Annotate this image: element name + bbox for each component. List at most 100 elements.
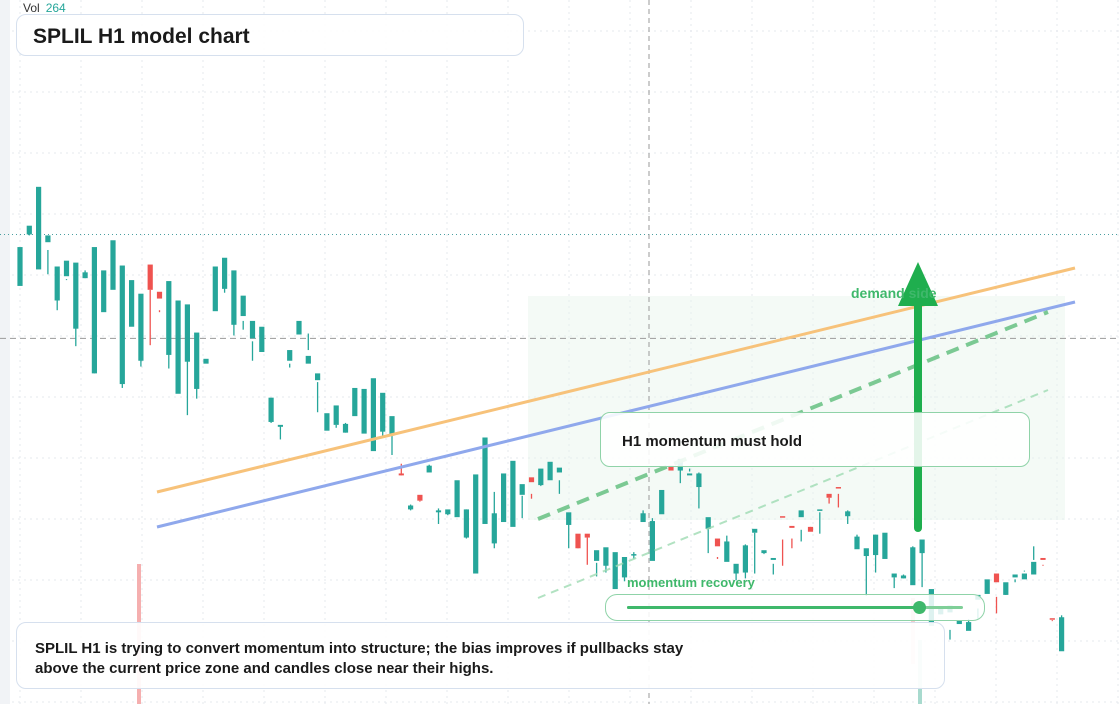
- candle-body: [54, 266, 60, 301]
- candle: [1059, 615, 1065, 652]
- candle-body: [780, 516, 786, 518]
- chart-title: SPLIL H1 model chart: [33, 25, 250, 48]
- candle: [296, 320, 302, 335]
- candle: [287, 350, 293, 368]
- demand-side-label: demand side: [851, 285, 937, 301]
- candle-body: [408, 505, 414, 510]
- candle-body: [603, 547, 609, 566]
- candle-body: [1003, 582, 1009, 595]
- candle-body: [714, 538, 721, 547]
- candle: [547, 461, 553, 481]
- candle-body: [566, 512, 572, 525]
- candle-body: [612, 552, 618, 590]
- candle-body: [491, 513, 497, 544]
- candle-body: [389, 416, 395, 436]
- candle-body: [82, 272, 88, 279]
- candle: [687, 468, 693, 476]
- candle-body: [101, 270, 107, 313]
- candle: [63, 260, 70, 281]
- projection-dashed-faint: [537, 389, 1049, 599]
- candle-body: [817, 509, 823, 511]
- candle: [501, 473, 507, 523]
- candle-body: [249, 320, 256, 339]
- candle-body: [333, 405, 339, 425]
- momentum-track: [627, 601, 963, 614]
- candle: [26, 225, 32, 236]
- candle: [696, 472, 702, 509]
- candle: [361, 388, 367, 434]
- candle: [612, 552, 618, 590]
- candle: [408, 504, 414, 511]
- candle: [259, 326, 265, 352]
- candle: [463, 509, 469, 539]
- candle-body: [501, 473, 507, 523]
- candle: [807, 526, 814, 532]
- candle-body: [119, 265, 125, 385]
- candle: [724, 535, 730, 562]
- analysis-note-card: SPLIL H1 is trying to convert momentum i…: [16, 622, 945, 689]
- demand-arrow-head: [898, 262, 938, 306]
- candle-body: [882, 532, 888, 559]
- candle-body: [1012, 574, 1018, 578]
- volume-readout: Vol 264: [23, 1, 66, 15]
- candle: [324, 413, 330, 431]
- candle: [956, 620, 962, 625]
- candle: [714, 538, 721, 559]
- candle-body: [454, 480, 460, 518]
- candle-body: [863, 548, 869, 557]
- candle: [1031, 546, 1037, 575]
- candle-body: [129, 280, 135, 327]
- candle: [798, 510, 804, 542]
- candle: [575, 533, 581, 549]
- candle-body: [910, 547, 916, 586]
- candle-body: [752, 528, 758, 533]
- candle: [426, 464, 432, 473]
- candle-body: [640, 513, 646, 523]
- candle: [82, 270, 88, 279]
- candle-body: [435, 510, 442, 513]
- candle-body: [993, 573, 1000, 583]
- candle-body: [854, 536, 860, 550]
- chart-title-card: SPLIL H1 model chart: [16, 14, 524, 56]
- candle-body: [342, 423, 349, 433]
- candle-body: [556, 467, 562, 473]
- candle: [380, 392, 386, 437]
- candle-body: [138, 293, 144, 361]
- candle-body: [268, 397, 274, 422]
- momentum-recovery-label: momentum recovery: [627, 575, 755, 590]
- candle: [854, 534, 860, 550]
- candle: [352, 387, 358, 417]
- candle: [556, 467, 562, 494]
- candle-body: [789, 525, 795, 528]
- candle: [110, 240, 116, 290]
- candle: [659, 489, 665, 515]
- candle-body: [45, 235, 51, 243]
- candle: [342, 422, 349, 433]
- candle-body: [528, 477, 535, 483]
- candle: [873, 534, 879, 573]
- candle: [194, 332, 200, 399]
- candle: [277, 424, 283, 440]
- candle-body: [724, 541, 730, 562]
- demand-zone: [528, 296, 1065, 520]
- candle: [621, 557, 628, 582]
- candle: [1003, 582, 1009, 595]
- candle: [835, 487, 841, 508]
- candle-body: [380, 392, 386, 432]
- momentum-recovery-gauge: [605, 594, 985, 621]
- candle-body: [17, 247, 23, 286]
- candle: [119, 265, 125, 388]
- candle-body: [696, 473, 702, 488]
- candle: [473, 474, 479, 574]
- candle-body: [649, 521, 655, 561]
- momentum-callout: H1 momentum must hold: [600, 412, 1030, 467]
- candle-body: [594, 550, 600, 561]
- volume-value: 264: [45, 1, 66, 15]
- analysis-note: SPLIL H1 is trying to convert momentum i…: [35, 640, 684, 677]
- candle: [863, 548, 869, 596]
- candle-body: [63, 260, 70, 277]
- candle-body: [807, 526, 814, 532]
- candle-body: [361, 388, 367, 434]
- candle: [435, 508, 442, 524]
- candle-body: [826, 493, 832, 498]
